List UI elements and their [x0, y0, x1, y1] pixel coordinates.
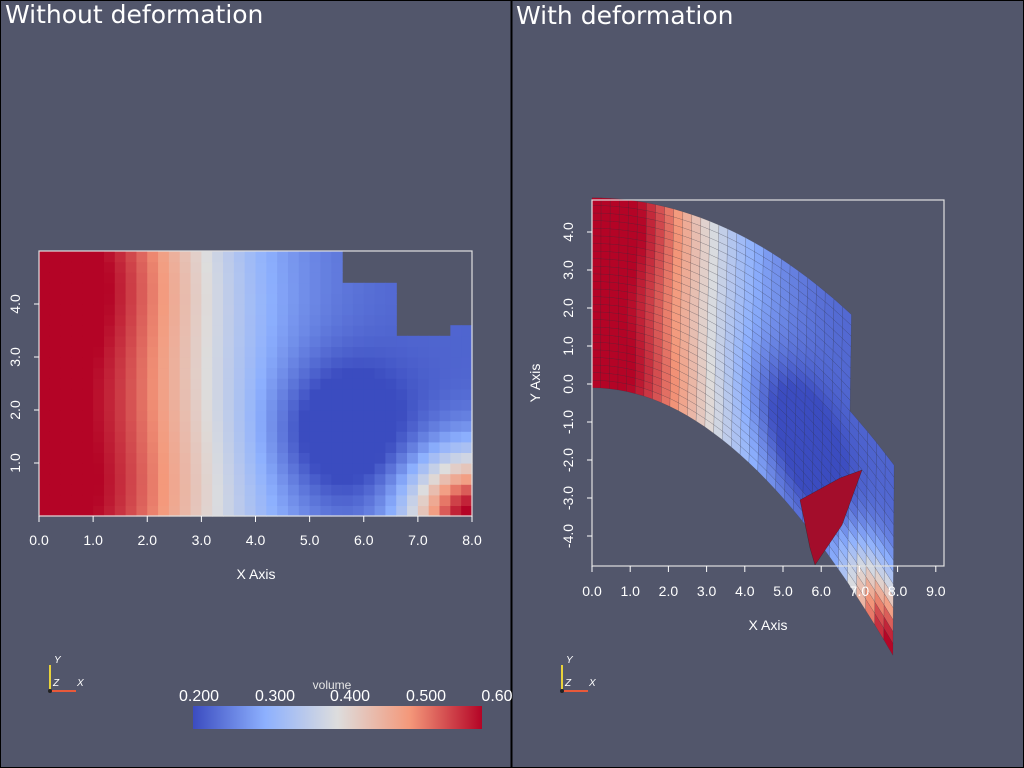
y-tick-label: 2.0 — [7, 400, 23, 420]
x-tick-label: 8.0 — [888, 583, 908, 599]
colorbar-ticks: 0.200 0.300 0.400 0.500 0.60 — [179, 688, 513, 705]
orientation-x-label: X — [588, 678, 596, 689]
y-tick-label: -4.0 — [560, 524, 576, 548]
orientation-z-label: Z — [564, 678, 572, 689]
left-scalar-field — [39, 251, 473, 517]
x-tick-label: 6.0 — [811, 583, 831, 599]
x-tick-label: 0.0 — [29, 532, 49, 548]
y-tick-label: 1.0 — [7, 453, 23, 473]
x-tick-label: 6.0 — [354, 532, 374, 548]
x-tick-label: 1.0 — [620, 583, 640, 599]
y-tick-label: 3.0 — [7, 347, 23, 367]
y-tick-label: 4.0 — [7, 294, 23, 314]
y-tick-label: 4.0 — [560, 222, 576, 242]
x-tick-label: 3.0 — [192, 532, 212, 548]
y-tick-label: 3.0 — [560, 260, 576, 280]
axes-layer: 0.0 1.0 2.0 3.0 4.0 5.0 6.0 7.0 8.0 X Axis 1.0 2.0 3… — [7, 199, 946, 633]
orientation-y-label: Y — [54, 655, 62, 666]
x-axis-label: X Axis — [237, 566, 276, 582]
y-axis-label: Y Axis — [527, 364, 543, 403]
orientation-axes-left: Y Z X — [48, 655, 84, 693]
orientation-z-label: Z — [52, 678, 60, 689]
orientation-x-label: X — [76, 678, 84, 689]
x-tick-label: 7.0 — [408, 532, 428, 548]
x-axis-label: X Axis — [749, 617, 788, 633]
y-tick-label: -2.0 — [560, 448, 576, 472]
x-tick-label: 7.0 — [850, 583, 870, 599]
left-view-title: Without deformation — [5, 0, 264, 29]
colorbar-tick-label: 0.200 — [179, 688, 219, 705]
right-view-title: With deformation — [516, 1, 734, 30]
right-axes-box — [591, 199, 945, 567]
x-tick-label: 0.0 — [582, 583, 602, 599]
x-tick-label: 5.0 — [773, 583, 793, 599]
colorbar-tick-label: 0.60 — [481, 688, 512, 705]
x-tick-label: 4.0 — [246, 532, 266, 548]
x-tick-label: 2.0 — [138, 532, 158, 548]
y-tick-label: -3.0 — [560, 486, 576, 510]
view-divider — [510, 0, 513, 768]
orientation-y-label: Y — [566, 655, 574, 666]
x-tick-label: 8.0 — [462, 532, 482, 548]
x-tick-label: 2.0 — [659, 583, 679, 599]
x-tick-label: 4.0 — [735, 583, 755, 599]
x-tick-label: 9.0 — [926, 583, 946, 599]
right-deformed-mesh — [591, 197, 895, 657]
colorbar-tick-label: 0.400 — [330, 688, 370, 705]
x-tick-label: 5.0 — [300, 532, 320, 548]
colorbar — [193, 706, 482, 729]
y-tick-label: 1.0 — [560, 336, 576, 356]
colorbar-tick-label: 0.500 — [406, 688, 446, 705]
y-tick-label: 2.0 — [560, 298, 576, 318]
colorbar-tick-label: 0.300 — [255, 688, 295, 705]
x-tick-label: 1.0 — [83, 532, 103, 548]
colorbar-title: volume — [313, 678, 352, 692]
y-tick-label: 0.0 — [560, 374, 576, 394]
orientation-axes-right: Y Z X — [560, 655, 596, 693]
y-tick-label: -1.0 — [560, 410, 576, 434]
x-tick-label: 3.0 — [697, 583, 717, 599]
